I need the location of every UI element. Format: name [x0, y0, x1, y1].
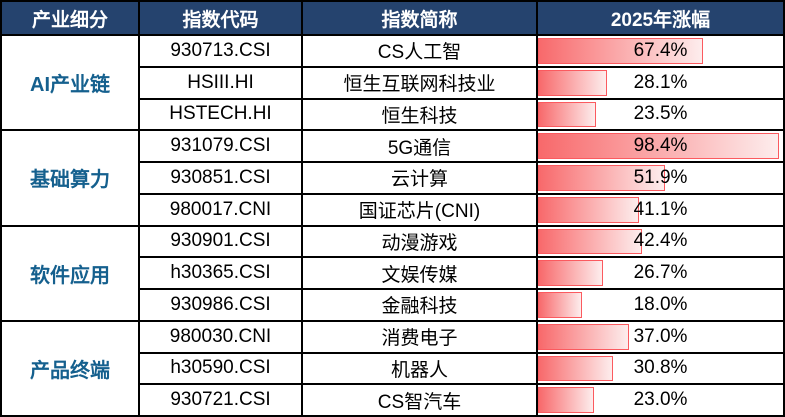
table-row: 930851.CSI 云计算 51.9%: [140, 161, 783, 193]
index-name-cell: CS人工智: [303, 36, 538, 66]
table-row: 980030.CNI 消费电子 37.0%: [140, 321, 783, 352]
gain-value: 26.7%: [633, 262, 688, 284]
category-label: 基础算力: [2, 131, 140, 225]
category-label: 产品终端: [2, 321, 140, 415]
group-product-terminals: 产品终端 980030.CNI 消费电子 37.0% h30590.CSI 机器…: [2, 319, 783, 415]
table-row: 930713.CSI CS人工智 67.4%: [140, 36, 783, 66]
table-row: h30365.CSI 文娱传媒 26.7%: [140, 256, 783, 288]
gain-value: 23.0%: [633, 389, 688, 411]
index-name-cell: 机器人: [303, 353, 538, 384]
category-label: AI产业链: [2, 36, 140, 130]
header-category: 产业细分: [2, 2, 140, 34]
index-name-cell: 恒生科技: [303, 99, 538, 130]
gain-bar: [538, 69, 607, 96]
gain-bar: [538, 165, 666, 191]
table-row: h30590.CSI 机器人 30.8%: [140, 351, 783, 384]
gain-cell: 41.1%: [538, 195, 783, 225]
gain-cell: 30.8%: [538, 354, 783, 384]
header-index-code: 指数代码: [140, 2, 303, 34]
gain-value: 41.1%: [633, 198, 688, 220]
gain-bar: [538, 292, 583, 318]
gain-value: 42.4%: [633, 230, 688, 252]
table-row: 980017.CNI 国证芯片(CNI) 41.1%: [140, 192, 783, 225]
index-name-cell: 恒生互联网科技业: [303, 67, 538, 98]
index-name-cell: 云计算: [303, 163, 538, 193]
index-name-cell: CS智汽车: [303, 385, 538, 415]
gain-bar: [538, 355, 614, 382]
gain-bar: [538, 101, 596, 128]
table-header-row: 产业细分 指数代码 指数简称 2025年涨幅: [2, 2, 783, 34]
table-row: 930721.CSI CS智汽车 23.0%: [140, 383, 783, 415]
gain-cell: 26.7%: [538, 258, 783, 288]
gain-bar: [538, 196, 639, 223]
index-name-cell: 5G通信: [303, 131, 538, 161]
index-name-cell: 动漫游戏: [303, 226, 538, 257]
gain-cell: 23.0%: [538, 385, 783, 415]
index-code-cell: 931079.CSI: [140, 131, 303, 161]
table-row: HSTECH.HI 恒生科技 23.5%: [140, 97, 783, 130]
table-row: 930901.CSI 动漫游戏 42.4%: [140, 226, 783, 257]
gain-value: 37.0%: [633, 325, 688, 347]
gain-cell: 67.4%: [538, 36, 783, 66]
gain-bar: [538, 133, 780, 159]
group-ai-chain: AI产业链 930713.CSI CS人工智 67.4% HSIII.HI 恒生…: [2, 34, 783, 130]
gain-cell: 42.4%: [538, 227, 783, 257]
index-name-cell: 消费电子: [303, 321, 538, 352]
header-2025-gain: 2025年涨幅: [610, 9, 711, 31]
category-label: 软件应用: [2, 226, 140, 320]
gain-cell: 98.4%: [538, 131, 783, 161]
gain-value: 51.9%: [633, 166, 688, 188]
gain-value: 98.4%: [633, 135, 688, 157]
gain-value: 18.0%: [633, 293, 688, 315]
index-code-cell: 930901.CSI: [140, 226, 303, 257]
index-code-cell: 980017.CNI: [140, 194, 303, 225]
gain-value: 30.8%: [633, 357, 688, 379]
gain-bar: [538, 260, 604, 286]
header-index-name: 指数简称: [303, 2, 538, 34]
index-code-cell: h30365.CSI: [140, 258, 303, 288]
index-code-cell: 930713.CSI: [140, 36, 303, 66]
gain-cell: 51.9%: [538, 163, 783, 193]
index-name-cell: 文娱传媒: [303, 258, 538, 288]
index-code-cell: 930986.CSI: [140, 290, 303, 320]
table-row: 931079.CSI 5G通信 98.4%: [140, 131, 783, 161]
group-software-apps: 软件应用 930901.CSI 动漫游戏 42.4% h30365.CSI 文娱…: [2, 224, 783, 320]
gain-value: 67.4%: [633, 39, 688, 61]
gain-cell: 23.5%: [538, 100, 783, 130]
index-code-cell: HSIII.HI: [140, 67, 303, 98]
table-row: 930986.CSI 金融科技 18.0%: [140, 288, 783, 320]
gain-bar: [538, 228, 642, 255]
group-basic-computing: 基础算力 931079.CSI 5G通信 98.4% 930851.CSI 云计…: [2, 129, 783, 225]
index-name-cell: 国证芯片(CNI): [303, 194, 538, 225]
gain-bar: [538, 387, 595, 413]
gain-cell: 37.0%: [538, 322, 783, 352]
gain-cell: 28.1%: [538, 68, 783, 98]
index-name-cell: 金融科技: [303, 290, 538, 320]
index-code-cell: HSTECH.HI: [140, 99, 303, 130]
gain-value: 23.5%: [633, 103, 688, 125]
index-code-cell: 980030.CNI: [140, 321, 303, 352]
index-code-cell: 930721.CSI: [140, 385, 303, 415]
index-code-cell: 930851.CSI: [140, 163, 303, 193]
gain-value: 28.1%: [633, 71, 688, 93]
table-row: HSIII.HI 恒生互联网科技业 28.1%: [140, 65, 783, 98]
gain-bar: [538, 38, 704, 64]
index-code-cell: h30590.CSI: [140, 353, 303, 384]
gain-bar: [538, 323, 629, 350]
gain-cell: 18.0%: [538, 290, 783, 320]
